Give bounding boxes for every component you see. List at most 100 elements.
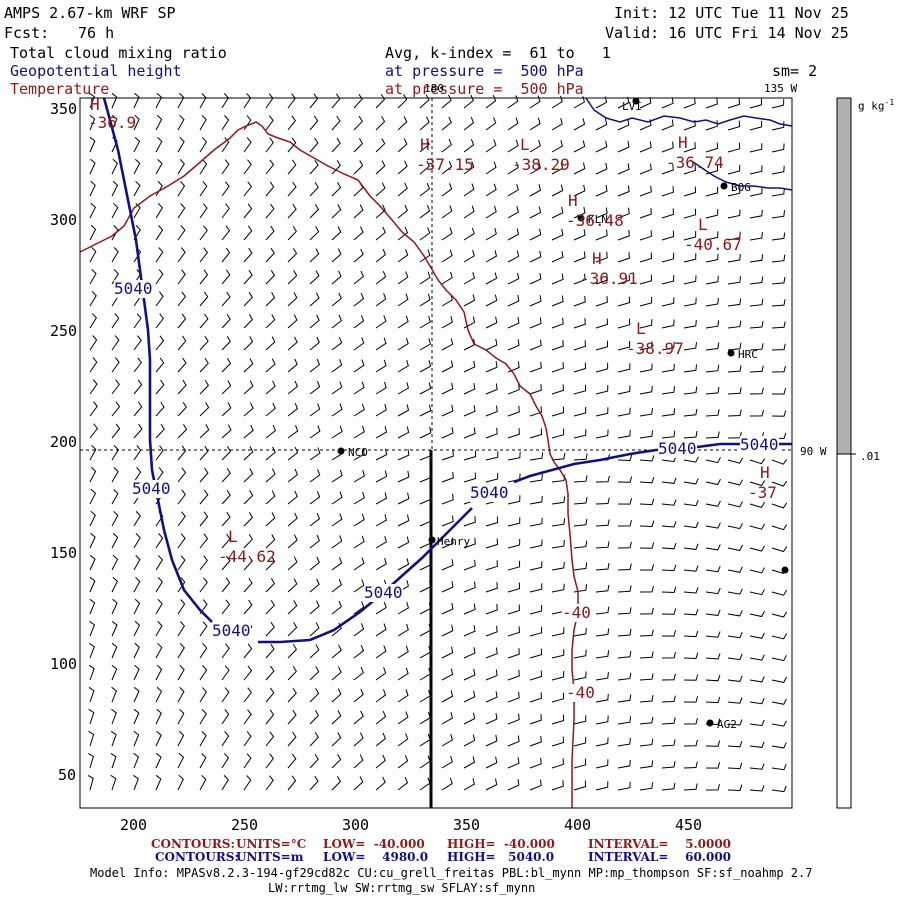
wind-barb <box>397 94 408 109</box>
station-dot-lvi <box>632 97 640 105</box>
wind-barb <box>375 623 387 637</box>
extremum-value-4: -36.74 <box>666 153 724 172</box>
wind-barb <box>463 450 477 461</box>
wind-barb <box>177 708 185 725</box>
wind-barb <box>727 98 740 109</box>
wind-barb <box>595 497 610 505</box>
wind-barb <box>133 158 141 175</box>
wind-barb <box>771 276 786 285</box>
wind-barb <box>749 232 763 241</box>
wind-barb <box>529 428 543 439</box>
wind-barb <box>771 502 788 509</box>
wind-barb <box>177 511 186 527</box>
wind-barb <box>529 561 543 571</box>
valid-time: Valid: 16 UTC Fri 14 Nov 25 <box>605 24 849 42</box>
wind-barb <box>331 513 343 527</box>
wind-barb <box>309 556 320 571</box>
wind-barb <box>89 136 96 153</box>
wind-barb <box>177 555 186 571</box>
wind-barb <box>375 601 387 615</box>
wind-barb <box>375 776 386 791</box>
wind-barb <box>463 734 476 747</box>
station-label-ag2: AG2 <box>717 718 737 731</box>
wind-barb <box>397 337 409 351</box>
wind-barb <box>683 608 699 616</box>
wind-barb <box>199 115 207 131</box>
wind-barb <box>727 276 741 285</box>
wind-barb <box>88 664 95 681</box>
wind-barb <box>309 688 320 703</box>
wind-barb <box>749 676 765 683</box>
wind-barb <box>265 93 274 109</box>
wind-barb <box>309 447 321 461</box>
wind-barb <box>617 207 630 219</box>
wind-barb <box>661 782 676 791</box>
wind-barb <box>287 181 297 197</box>
wind-barb <box>441 338 454 351</box>
wind-barb <box>683 342 697 351</box>
wind-barb <box>331 137 341 153</box>
wind-barb <box>243 446 254 461</box>
wind-barb <box>463 183 475 197</box>
lon-label-135w: 135 W <box>764 82 798 95</box>
wind-barb <box>683 97 696 109</box>
wind-barb <box>441 205 453 219</box>
wind-barb <box>485 734 498 747</box>
wind-barb <box>177 357 187 373</box>
wind-barb <box>772 388 787 395</box>
wind-barb <box>573 497 588 505</box>
wind-barb <box>331 732 342 747</box>
wind-barb <box>617 96 630 109</box>
wind-barb <box>749 209 763 219</box>
extremum-value-9: -37 <box>748 483 777 502</box>
wind-barb <box>331 292 342 307</box>
wind-barb <box>573 540 588 549</box>
wind-barb <box>89 510 96 527</box>
wind-barb <box>507 428 520 439</box>
wind-barb <box>353 579 365 593</box>
wind-barb <box>265 424 277 439</box>
wind-barb <box>639 585 654 593</box>
wind-barb <box>419 580 432 593</box>
wind-barb <box>199 445 209 461</box>
wind-barb <box>111 158 118 175</box>
x-tick-300: 300 <box>342 816 370 834</box>
wind-barb <box>243 709 252 725</box>
wind-barb <box>199 291 209 307</box>
wind-barb <box>551 406 565 417</box>
y-tick-150: 150 <box>50 544 78 562</box>
wind-barb <box>133 335 142 351</box>
wind-barb <box>441 733 453 747</box>
wind-barb <box>309 731 319 747</box>
wind-barb <box>111 423 121 439</box>
wind-barb <box>221 291 231 307</box>
wind-barb <box>705 120 718 131</box>
wind-barb <box>419 293 431 307</box>
wind-barb <box>243 247 253 263</box>
wind-barb <box>287 665 297 681</box>
wind-barb <box>111 510 119 527</box>
wind-barb <box>397 667 409 681</box>
wind-barb <box>485 647 498 659</box>
wind-barb <box>89 291 97 307</box>
extremum-value-1: -36.9 <box>88 113 137 132</box>
wind-barb <box>221 115 230 131</box>
wind-barb <box>573 318 586 329</box>
wind-barb <box>485 516 499 527</box>
extremum-value-3: -38.29 <box>512 155 570 174</box>
wind-barb <box>661 186 674 197</box>
wind-barb <box>463 294 476 307</box>
wind-barb <box>287 336 298 351</box>
wind-barb <box>595 207 608 219</box>
wind-barb <box>309 425 321 439</box>
y-tick-300: 300 <box>50 211 78 229</box>
wind-barb <box>199 137 208 153</box>
wind-barb <box>265 402 276 417</box>
wind-barb <box>265 336 276 351</box>
wind-barb <box>639 319 653 329</box>
wind-barb <box>397 777 409 791</box>
wind-barb <box>375 426 388 439</box>
wind-barb <box>595 385 609 395</box>
wind-barb <box>353 93 363 109</box>
wind-barb <box>683 431 698 439</box>
